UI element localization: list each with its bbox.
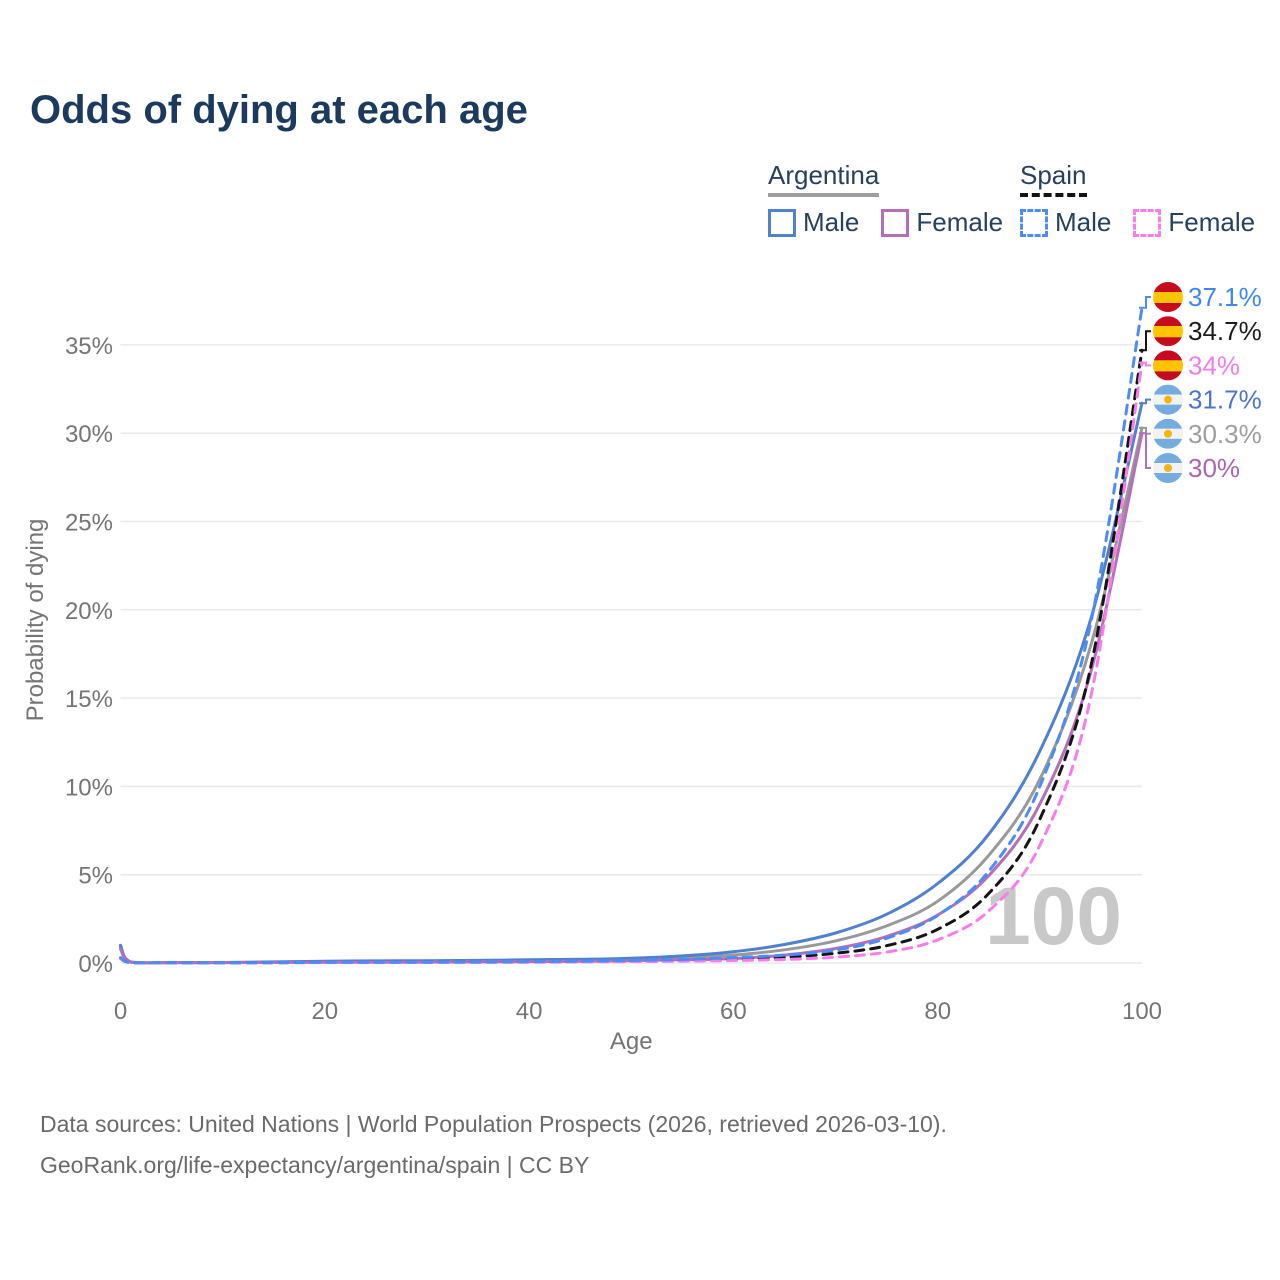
flag-argentina-icon [1153,384,1183,415]
label-connector-ar_total [1139,426,1151,435]
x-axis-title: Age [610,1028,653,1055]
end-value-label-es_total: 34.7% [1188,316,1262,346]
end-value-label-ar_total: 30.3% [1188,419,1262,449]
footer-attribution: GeoRank.org/life-expectancy/argentina/sp… [40,1152,590,1178]
legend-swatch-spain-female-icon[interactable] [1133,208,1162,237]
y-tick-label: 15% [65,686,113,713]
end-value-label-ar_female: 30% [1188,453,1240,483]
y-tick-label: 30% [65,421,113,448]
flag-argentina-icon [1153,418,1183,449]
x-tick-label: 20 [311,998,338,1025]
flag-argentina-icon [1153,453,1183,483]
flag-spain-icon [1153,350,1183,381]
y-tick-label: 35% [65,333,113,360]
y-tick-label: 5% [78,863,113,890]
x-tick-label: 60 [720,998,747,1025]
end-value-label-es_female: 34% [1188,350,1240,380]
line-chart: 0% 5% 10% 15% 20% 25% 30% 35% 0 20 40 60 80 100 Age Pro… [22,282,1262,1055]
legend-item-argentina-male[interactable]: Male [803,207,860,237]
label-connector-es_male [1139,296,1151,309]
chart-title: Odds of dying at each age [30,88,528,132]
y-tick-label: 10% [65,774,113,801]
y-tick-label: 25% [65,510,113,537]
y-tick-label: 0% [78,951,113,978]
y-tick-label: 20% [65,598,113,625]
legend-item-spain-male[interactable]: Male [1055,207,1112,237]
legend-country-spain[interactable]: Spain [1020,160,1087,197]
label-connector-es_female [1139,361,1151,367]
legend-item-spain-female[interactable]: Female [1168,207,1256,237]
footer-data-sources: Data sources: United Nations | World Pop… [40,1111,947,1137]
legend-group-spain: Spain Male Female [1020,160,1277,238]
flag-spain-icon [1153,316,1183,347]
legend-swatch-argentina-female-icon[interactable] [881,208,910,237]
label-connector-es_total [1139,330,1151,352]
legend-swatch-spain-male-icon[interactable] [1020,208,1048,237]
flag-spain-icon [1153,282,1183,312]
legend-group-argentina: Argentina Male Female [768,160,1025,238]
footer: Data sources: United Nations | World Pop… [40,1104,947,1186]
label-connector-ar_male [1139,398,1151,405]
end-value-label-ar_male: 31.7% [1188,385,1262,415]
x-tick-label: 100 [1122,998,1162,1025]
series-line-es_male[interactable] [119,306,1144,965]
x-tick-label: 40 [516,998,543,1025]
year-watermark: 100 [985,871,1122,962]
legend-country-argentina[interactable]: Argentina [768,160,880,197]
legend-swatch-argentina-male-icon[interactable] [768,208,796,237]
x-tick-label: 0 [114,998,127,1025]
end-value-label-es_male: 37.1% [1188,282,1262,312]
label-connector-ar_female [1139,432,1151,469]
y-axis-title: Probability of dying [22,519,49,722]
x-tick-label: 80 [924,998,951,1025]
legend-item-argentina-female[interactable]: Female [916,207,1004,237]
